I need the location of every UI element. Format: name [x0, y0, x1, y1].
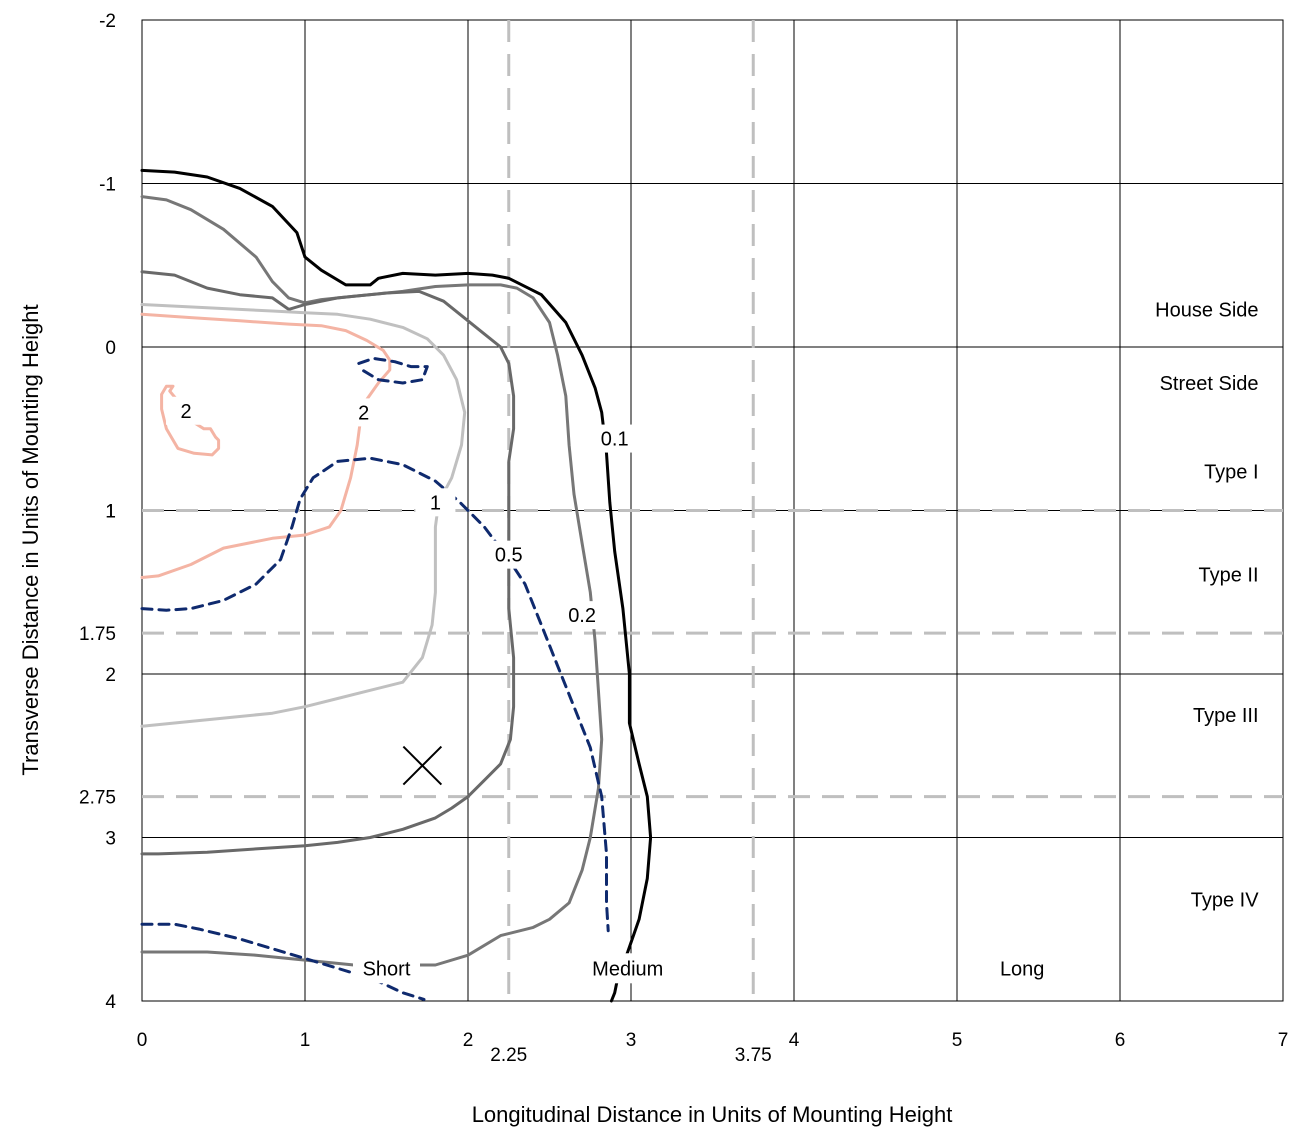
series-label-2: 0.5: [495, 545, 523, 567]
region-label-longitudinal-0: Short: [363, 958, 411, 980]
region-label-transverse-1: Street Side: [1160, 373, 1259, 395]
ref-tick-label-0: 2.25: [490, 1045, 527, 1066]
ref-tick-label-1: 3.75: [735, 1045, 772, 1066]
region-label-longitudinal-2: Long: [1000, 958, 1045, 980]
series-line-5: [160, 384, 221, 457]
y-tick-label-2: 0: [105, 338, 116, 359]
x-axis-title: Longitudinal Distance in Units of Mounti…: [472, 1102, 953, 1127]
series-label-bg-2: [488, 540, 529, 569]
y-tick-label-6: 4: [105, 992, 116, 1013]
region-label-bg-longitudinal-2: [994, 953, 1051, 984]
y-tick-label-3: 1: [105, 502, 116, 523]
marker-group: [402, 745, 443, 786]
region-label-transverse-2: Type I: [1204, 461, 1258, 483]
series-line-0: [140, 168, 653, 1003]
region-labels: House Side Street Side Type I Type II Type I…: [353, 299, 1259, 984]
region-label-bg-longitudinal-0: [353, 953, 420, 984]
y-tick-label-0: -2: [99, 11, 116, 32]
series-label-bg-5: [166, 396, 207, 425]
region-label-transverse-3: Type II: [1199, 564, 1259, 586]
region-label-transverse-5: Type IV: [1191, 890, 1259, 912]
region-label-transverse-0: House Side: [1155, 299, 1258, 321]
region-label-transverse-4: Type III: [1193, 705, 1259, 727]
series-label-bg-1: [562, 601, 603, 630]
series-line-4: [140, 312, 392, 579]
series-label-1: 0.2: [568, 605, 596, 627]
ref-tick-label-2: 1: [105, 502, 116, 523]
x-tick-label-0: 0: [137, 1030, 148, 1051]
series-label-bg-3: [415, 488, 456, 517]
y-tick-label-4: 2: [105, 665, 116, 686]
series-label-3: 1: [430, 492, 441, 514]
series-label-bg-4: [343, 398, 384, 427]
x-tick-label-3: 3: [626, 1030, 637, 1051]
series-group: [140, 168, 653, 1003]
region-label-longitudinal-1: Medium: [592, 958, 663, 980]
tick-labels: 0 1 2 3 4 5 6 7 -2 -1 0 1 2 3 4 2.25 3.75 1 1.75 2.75: [79, 11, 1288, 1066]
x-tick-label-6: 6: [1115, 1030, 1126, 1051]
series-line-8: [357, 356, 429, 385]
marker-x-stroke-b: [402, 745, 443, 786]
series-label-0: 0.1: [601, 429, 629, 451]
y-tick-label-5: 3: [105, 829, 116, 850]
x-tick-label-2: 2: [463, 1030, 474, 1051]
series-line-6: [140, 456, 610, 933]
y-tick-label-1: -1: [99, 175, 116, 196]
x-tick-label-4: 4: [789, 1030, 800, 1051]
y-axis-title: Transverse Distance in Units of Mounting…: [18, 304, 43, 775]
series-line-2: [140, 270, 516, 856]
ref-tick-label-4: 2.75: [79, 788, 116, 809]
x-tick-label-5: 5: [952, 1030, 963, 1051]
series-label-4: 2: [358, 402, 369, 424]
contour-labels: 0.1 0.2 0.5 1 2 2: [166, 396, 635, 630]
grid: [141, 19, 1284, 1002]
x-tick-label-1: 1: [300, 1030, 311, 1051]
series-label-5: 2: [180, 401, 191, 423]
ref-tick-label-3: 1.75: [79, 624, 116, 645]
series-line-1: [140, 195, 604, 967]
x-tick-label-7: 7: [1278, 1030, 1289, 1051]
region-label-bg-longitudinal-1: [588, 953, 667, 984]
series-label-bg-0: [594, 424, 635, 453]
